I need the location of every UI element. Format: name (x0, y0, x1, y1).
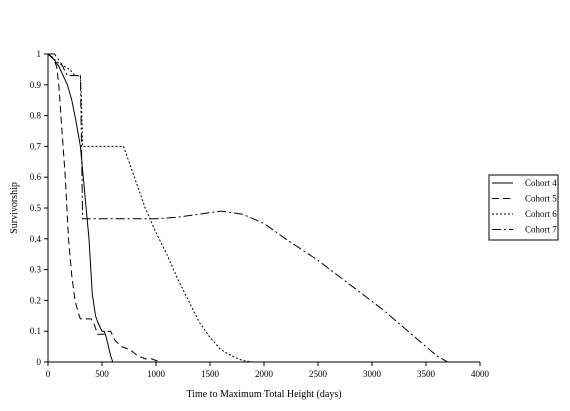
y-tick-label: 0.6 (30, 172, 42, 182)
series-lines (47, 53, 448, 363)
legend-label: Cohort 7 (525, 225, 557, 235)
x-tick-label: 1000 (147, 369, 166, 379)
y-tick-label: 0 (37, 357, 42, 367)
x-tick-label: 1500 (201, 369, 220, 379)
legend-label: Cohort 6 (525, 209, 557, 219)
x-tick-label: 0 (46, 369, 51, 379)
y-tick-label: 1 (37, 49, 42, 59)
x-tick-label: 2500 (309, 369, 328, 379)
x-axis-title: Time to Maximum Total Height (days) (186, 389, 341, 400)
y-axis-title: Survivorship (9, 182, 20, 234)
series-line-cohort-6 (47, 53, 254, 363)
y-tick-label: 0.2 (30, 295, 41, 305)
y-tick-label: 0.8 (30, 111, 42, 121)
x-tick-label: 4000 (471, 369, 490, 379)
series-line-cohort-7 (48, 53, 448, 363)
x-tick-label: 2000 (255, 369, 274, 379)
x-tick-label: 500 (95, 369, 109, 379)
legend-label: Cohort 5 (525, 194, 557, 204)
series-line-cohort-4 (47, 53, 114, 363)
axes: 0 500 1000 1500 2000 2500 3000 3500 4000 0 0.1 0.2 0… (30, 49, 490, 379)
y-tick-label: 0.1 (30, 326, 41, 336)
y-tick-label: 0.5 (30, 203, 42, 213)
y-tick-label: 0.9 (30, 80, 42, 90)
series-line-cohort-5 (47, 53, 162, 363)
x-tick-label: 3500 (417, 369, 436, 379)
legend-label: Cohort 4 (525, 178, 557, 188)
x-tick-label: 3000 (363, 369, 382, 379)
y-tick-label: 0.7 (30, 141, 42, 151)
y-tick-label: 0.4 (30, 234, 42, 244)
legend: Cohort 4 Cohort 5 Cohort 6 Cohort 7 (488, 174, 559, 241)
y-tick-label: 0.3 (30, 265, 42, 275)
